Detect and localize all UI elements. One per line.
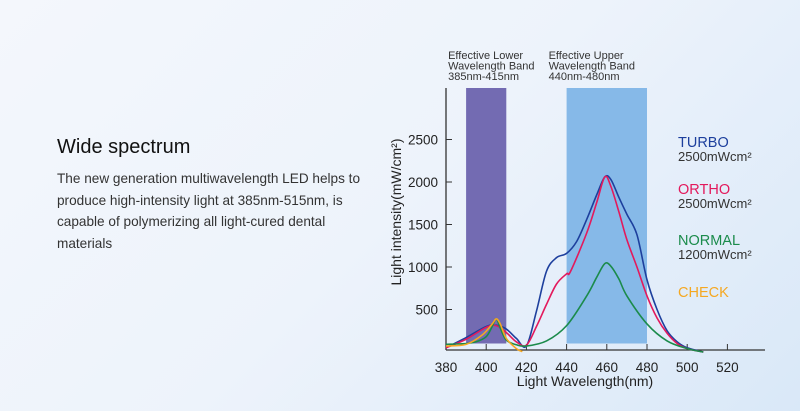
legend-label-normal: NORMAL bbox=[678, 233, 740, 249]
band-label: 440nm-480nm bbox=[549, 71, 620, 83]
y-tick-label: 1500 bbox=[408, 218, 438, 233]
y-tick-label: 500 bbox=[415, 303, 438, 318]
x-tick-label: 380 bbox=[435, 360, 458, 375]
band-rect bbox=[466, 88, 507, 344]
band-label: Effective Upper bbox=[549, 50, 624, 62]
series-line-turbo bbox=[445, 174, 704, 353]
band-label: Effective Lower bbox=[448, 50, 523, 62]
series-line-check bbox=[445, 318, 523, 353]
y-tick-label: 2500 bbox=[408, 133, 438, 148]
band-label: Wavelength Band bbox=[549, 61, 635, 73]
band-label: Wavelength Band bbox=[448, 61, 534, 73]
legend-sub: 2500mWcm² bbox=[678, 196, 752, 211]
legend-label-ortho: ORTHO bbox=[678, 182, 730, 198]
y-axis-label: Light intensity(mW/cm²) bbox=[388, 138, 404, 285]
section-description: The new generation multiwavelength LED h… bbox=[57, 171, 361, 251]
section-title: Wide spectrum bbox=[57, 136, 191, 158]
series-line-ortho bbox=[445, 175, 704, 353]
y-tick-label: 2000 bbox=[408, 175, 438, 190]
y-tick-label: 1000 bbox=[408, 260, 438, 275]
x-axis-label: Light Wavelength(nm) bbox=[517, 373, 653, 389]
band-label: 385nm-415nm bbox=[448, 71, 519, 83]
legend-sub: 2500mWcm² bbox=[678, 149, 752, 164]
x-tick-label: 500 bbox=[676, 360, 699, 375]
legend-label-check: CHECK bbox=[678, 285, 729, 301]
band-rect bbox=[566, 88, 647, 344]
legend-label-turbo: TURBO bbox=[678, 135, 729, 151]
x-tick-label: 420 bbox=[515, 360, 538, 375]
legend-sub: 1200mWcm² bbox=[678, 247, 752, 262]
series-line-normal bbox=[445, 262, 704, 353]
x-tick-label: 440 bbox=[555, 360, 578, 375]
x-tick-label: 400 bbox=[475, 360, 498, 375]
intro-section: Wide spectrum The new generation multiwa… bbox=[57, 136, 377, 254]
x-tick-label: 460 bbox=[596, 360, 619, 375]
x-tick-label: 520 bbox=[716, 360, 739, 375]
x-tick-label: 480 bbox=[636, 360, 659, 375]
